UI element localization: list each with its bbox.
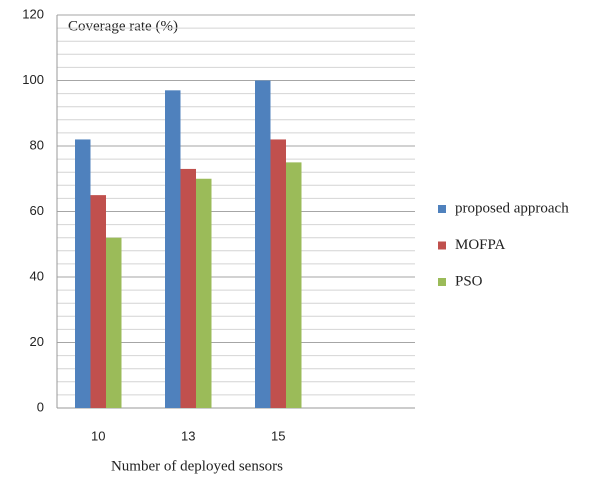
bar — [180, 168, 196, 408]
bar — [270, 139, 286, 408]
bar — [90, 195, 106, 408]
bar — [75, 139, 91, 408]
x-tick-label: 15 — [271, 428, 285, 443]
y-tick-label: 80 — [30, 137, 44, 152]
y-tick-label: 20 — [30, 334, 44, 349]
bar — [106, 237, 122, 408]
chart-title: Coverage rate (%) — [68, 18, 178, 34]
x-axis-label: Number of deployed sensors — [111, 458, 283, 474]
x-tick-label: 13 — [181, 428, 195, 443]
legend-swatch — [438, 205, 446, 213]
bar — [286, 162, 302, 408]
y-tick-label: 0 — [37, 399, 44, 414]
bar — [255, 80, 271, 408]
bar — [165, 90, 181, 408]
y-tick-label: 40 — [30, 268, 44, 283]
legend-swatch — [438, 278, 446, 286]
y-tick-label: 120 — [22, 6, 44, 21]
y-tick-label: 100 — [22, 72, 44, 87]
legend-label: proposed approach — [455, 200, 569, 216]
y-tick-label: 60 — [30, 203, 44, 218]
x-tick-label: 10 — [91, 428, 105, 443]
legend-label: MOFPA — [455, 237, 505, 253]
legend-label: PSO — [455, 273, 483, 289]
bar — [196, 178, 212, 408]
legend-swatch — [438, 241, 446, 250]
